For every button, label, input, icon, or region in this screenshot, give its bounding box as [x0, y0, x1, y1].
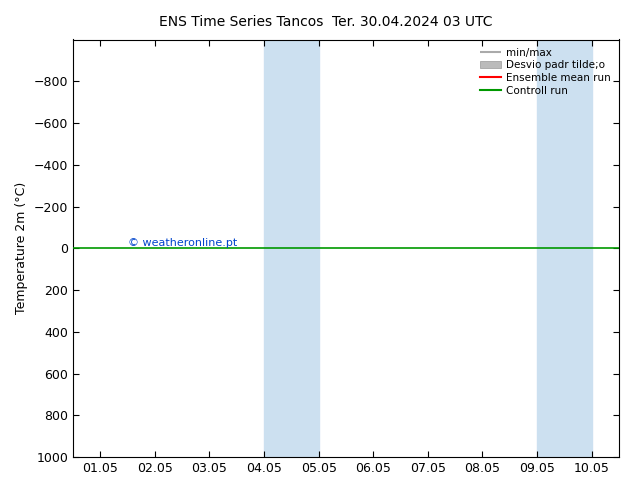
Legend: min/max, Desvio padr tilde;o, Ensemble mean run, Controll run: min/max, Desvio padr tilde;o, Ensemble m… — [477, 45, 614, 99]
Bar — [264, 40, 319, 457]
Bar — [537, 40, 592, 457]
Text: © weatheronline.pt: © weatheronline.pt — [127, 238, 236, 248]
Text: Ter. 30.04.2024 03 UTC: Ter. 30.04.2024 03 UTC — [332, 15, 493, 29]
Y-axis label: Temperature 2m (°C): Temperature 2m (°C) — [15, 182, 28, 315]
Text: ENS Time Series Tancos: ENS Time Series Tancos — [158, 15, 323, 29]
